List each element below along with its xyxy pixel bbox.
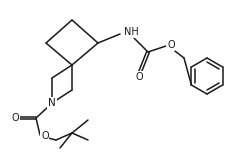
Text: NH: NH: [124, 27, 139, 37]
Text: O: O: [167, 40, 175, 50]
Text: N: N: [48, 98, 56, 108]
Text: O: O: [41, 131, 49, 141]
Text: O: O: [135, 72, 143, 82]
Text: O: O: [11, 113, 19, 123]
